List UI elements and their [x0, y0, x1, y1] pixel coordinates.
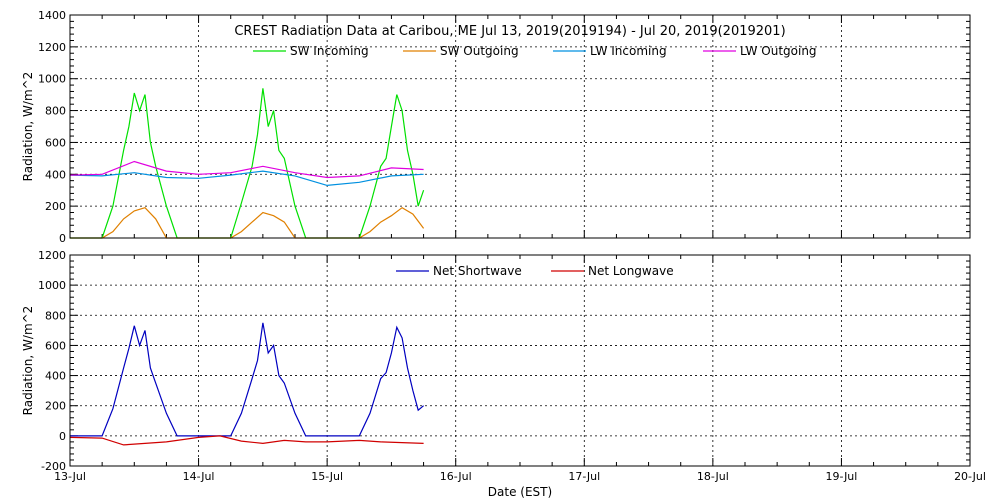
legend-label: Net Shortwave	[433, 264, 522, 278]
series-line-sw-outgoing	[70, 206, 425, 239]
y-tick-label: 200	[45, 200, 66, 213]
y-axis-label: Radiation, W/m^2	[21, 306, 35, 416]
series-line-lw-incoming	[69, 170, 424, 187]
y-tick-label: 1000	[38, 279, 66, 292]
y-tick-label: 600	[45, 136, 66, 149]
x-tick-label: 15-Jul	[311, 470, 343, 483]
top-panel: 0 200 400 600 800 1000 1200 1400 CREST Radiation…	[21, 9, 971, 245]
series-line-lw-outgoing	[69, 160, 424, 179]
series-line-sw-incoming	[70, 88, 425, 239]
x-tick-label: 16-Jul	[440, 470, 472, 483]
x-axis-label: Date (EST)	[488, 485, 552, 499]
x-tick-label: 17-Jul	[568, 470, 600, 483]
plot-frame	[69, 254, 971, 467]
y-tick-label: 1200	[38, 249, 66, 262]
y-tick-label: -200	[41, 460, 66, 473]
x-tick-label: 14-Jul	[183, 470, 215, 483]
y-tick-label: 0	[59, 232, 66, 245]
legend-label: SW Outgoing	[440, 44, 519, 58]
y-tick-label: 400	[45, 168, 66, 181]
series-line-net-longwave	[69, 435, 424, 446]
y-tick-label: 1400	[38, 9, 66, 22]
y-tick-label: 800	[45, 105, 66, 118]
y-tick-label: 0	[59, 430, 66, 443]
y-tick-label: 400	[45, 370, 66, 383]
x-tick-label: 19-Jul	[825, 470, 857, 483]
legend-label: LW Incoming	[590, 44, 667, 58]
legend-label: SW Incoming	[290, 44, 369, 58]
y-axis-label: Radiation, W/m^2	[21, 72, 35, 182]
legend-label: LW Outgoing	[740, 44, 817, 58]
y-tick-label: 200	[45, 400, 66, 413]
x-tick-label: 18-Jul	[697, 470, 729, 483]
x-tick-label: 20-Jul	[954, 470, 986, 483]
y-tick-label: 600	[45, 339, 66, 352]
chart-title: CREST Radiation Data at Caribou, ME Jul …	[234, 24, 785, 39]
series-line-net-shortwave	[70, 322, 424, 437]
y-tick-label: 1000	[38, 73, 66, 86]
y-tick-label: 1200	[38, 41, 66, 54]
x-tick-label: 13-Jul	[54, 470, 86, 483]
legend-label: Net Longwave	[588, 264, 674, 278]
plot-frame	[69, 14, 971, 239]
y-tick-label: 800	[45, 309, 66, 322]
bottom-panel: -200 0 200 400 600 800 1000 1200 13-Jul 14-Jul 15-…	[21, 249, 986, 499]
